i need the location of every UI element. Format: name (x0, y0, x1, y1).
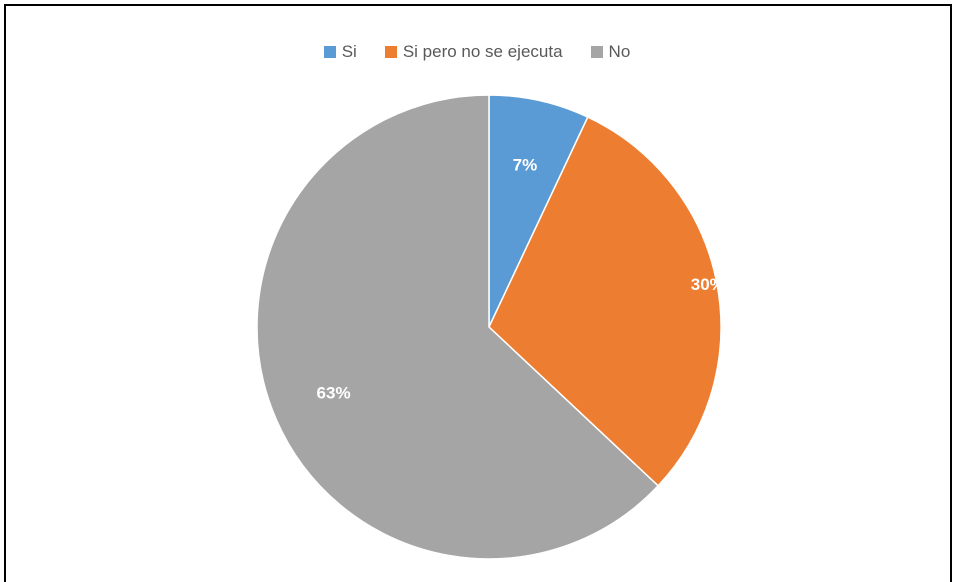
pie-slice-3 (256, 94, 660, 560)
data-label-2: 30% (691, 275, 725, 294)
legend-swatch-si-pero-no-se-ejecuta (384, 46, 397, 58)
legend-item-no: No (590, 42, 631, 62)
chart-legend: Si Si pero no se ejecuta No (0, 40, 954, 64)
pie-slices (256, 94, 722, 560)
legend-item-si: Si (323, 42, 357, 62)
legend-label-no: No (608, 42, 631, 61)
legend-item-si-pero-no-se-ejecuta: Si pero no se ejecuta (384, 42, 563, 62)
pie-data-labels: 7% 30% 63% (317, 156, 725, 403)
legend-swatch-si (323, 46, 336, 58)
legend-label-si-pero-no-se-ejecuta: Si pero no se ejecuta (402, 42, 563, 61)
pie-slice-2 (488, 116, 722, 487)
data-label-1: 7% (513, 156, 538, 175)
legend-swatch-no (590, 46, 603, 58)
data-label-3: 63% (317, 384, 351, 403)
legend-label-si: Si (341, 42, 357, 61)
pie-slice-1 (488, 94, 589, 328)
